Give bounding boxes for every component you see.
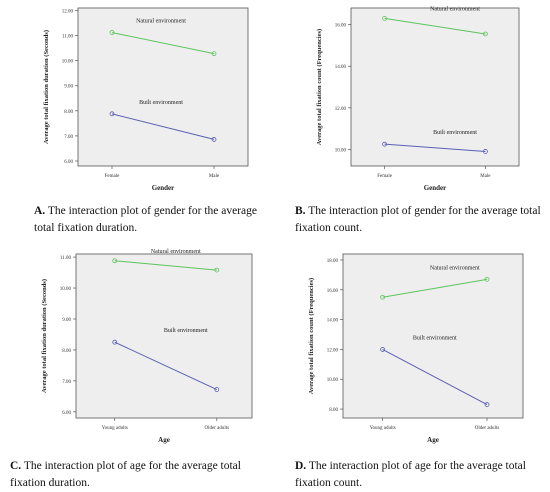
- data-point-b-1: [482, 149, 488, 154]
- y-tick-label-a: 7.00: [64, 135, 73, 140]
- x-tick-label-d: Young adults: [369, 426, 395, 431]
- chart-c: 11.00 10.00 9.00 8.00 7.00 6.00 Young adults Ol…: [41, 249, 253, 444]
- caption-text-b: The interaction plot of gender for the a…: [295, 205, 541, 234]
- series-line-b-1: [384, 143, 486, 152]
- y-tick-label-c: 8.00: [62, 349, 71, 354]
- data-point-a-1: [109, 111, 115, 117]
- data-point-b-1: [382, 141, 387, 147]
- data-point-a-0: [211, 51, 217, 57]
- y-axis-label-d: Average total fixation count (Frequencie…: [308, 278, 315, 394]
- y-tick-label-b: 12.00: [335, 107, 347, 112]
- x-tick-label-c: Older adults: [205, 426, 230, 431]
- series-line-b-0: [384, 17, 486, 35]
- y-tick-label-c: 9.00: [62, 318, 71, 323]
- plot-area-a: [77, 7, 249, 167]
- caption-letter-c: C.: [10, 460, 22, 472]
- y-tick-label-a: 8.00: [64, 110, 73, 115]
- data-point-c-1: [112, 339, 118, 345]
- caption-b: B. The interaction plot of gender for th…: [295, 203, 545, 237]
- series-label-a-0: Natural environment: [136, 19, 186, 25]
- y-tick-label-b: 16.00: [335, 24, 347, 29]
- y-axis-label-c: Average total fixation duration (Seconds…: [41, 279, 48, 393]
- y-tick-label-a: 10.00: [62, 60, 74, 65]
- chart-panel-a: 12.00 11.00 10.00 9.00 8.00 7.00 6.00 Female Mal…: [0, 0, 270, 245]
- plot-area-c: [75, 253, 253, 419]
- y-tick-label-b: 14.00: [335, 65, 347, 70]
- data-point-c-0: [112, 258, 118, 264]
- caption-letter-a: A.: [34, 205, 46, 217]
- y-tick-label-a: 12.00: [62, 10, 74, 15]
- chart-a: 12.00 11.00 10.00 9.00 8.00 7.00 6.00 Female Mal…: [43, 7, 249, 192]
- y-tick-label-c: 7.00: [62, 380, 71, 385]
- y-axis-label-a: Average total fixation duration (Seconds…: [43, 30, 50, 144]
- x-tick-label-a: Male: [209, 174, 220, 179]
- data-point-d-0: [484, 276, 490, 282]
- data-point-d-1: [380, 347, 385, 352]
- series-line-c-0: [114, 260, 217, 271]
- y-tick-label-c: 11.00: [60, 256, 72, 261]
- data-point-c-0: [214, 267, 220, 273]
- x-tick-label-d: Older adults: [475, 426, 500, 431]
- series-line-d-0: [382, 278, 488, 298]
- data-point-d-0: [380, 294, 385, 300]
- series-label-c-0: Natural environment: [151, 249, 201, 255]
- series-label-c-1: Built environment: [164, 328, 208, 334]
- x-axis-label-a: Gender: [152, 184, 175, 192]
- data-point-d-1: [484, 402, 490, 407]
- x-tick-label-b: Male: [480, 174, 491, 179]
- series-label-b-1: Built environment: [433, 130, 477, 136]
- y-tick-label-a: 9.00: [64, 85, 73, 90]
- y-tick-label-d: 18.00: [327, 259, 339, 264]
- plot-area-d: [342, 253, 524, 419]
- caption-letter-b: B.: [295, 205, 306, 217]
- data-point-c-1: [214, 387, 220, 392]
- chart-b: 16.00 14.00 12.00 10.00 Female Male Gender Aver…: [316, 6, 520, 192]
- y-tick-label-a: 11.00: [62, 35, 74, 40]
- x-tick-label-a: Female: [105, 174, 120, 179]
- series-label-a-1: Built environment: [139, 100, 183, 106]
- caption-text-a: The interaction plot of gender for the a…: [34, 205, 257, 234]
- caption-a: A. The interaction plot of gender for th…: [34, 203, 264, 237]
- y-tick-label-d: 14.00: [327, 319, 339, 324]
- series-label-d-1: Built environment: [413, 335, 457, 341]
- chart-panel-c: 11.00 10.00 9.00 8.00 7.00 6.00 Young adults Ol…: [0, 248, 275, 491]
- y-tick-label-d: 10.00: [327, 378, 339, 383]
- caption-text-c: The interaction plot of age for the aver…: [10, 460, 241, 489]
- y-tick-label-a: 6.00: [64, 160, 73, 165]
- series-line-d-1: [382, 348, 488, 406]
- y-tick-label-c: 6.00: [62, 411, 71, 416]
- chart-d: 18.00 16.00 14.00 12.00 10.00 8.00 Young adult…: [308, 253, 524, 444]
- chart-panel-b: 16.00 14.00 12.00 10.00 Female Male Gender Aver…: [275, 0, 550, 245]
- x-axis-label-d: Age: [427, 436, 439, 444]
- data-point-a-0: [109, 30, 115, 35]
- chart-panel-d: 18.00 16.00 14.00 12.00 10.00 8.00 Young adult…: [275, 248, 550, 491]
- series-label-b-0: Natural environment: [430, 6, 480, 12]
- y-tick-label-d: 8.00: [329, 408, 338, 413]
- y-axis-label-b: Average total fixation count (Frequencie…: [316, 29, 323, 145]
- data-point-b-0: [482, 31, 488, 37]
- series-line-c-1: [114, 341, 218, 390]
- x-tick-label-b: Female: [377, 174, 392, 179]
- plot-area-b: [350, 7, 520, 167]
- x-axis-label-b: Gender: [424, 184, 447, 192]
- series-line-a-0: [111, 32, 215, 55]
- data-point-a-1: [211, 137, 217, 142]
- caption-letter-d: D.: [295, 460, 307, 472]
- caption-text-d: The interaction plot of age for the aver…: [295, 460, 526, 489]
- x-axis-label-c: Age: [158, 436, 170, 444]
- caption-c: C. The interaction plot of age for the a…: [10, 458, 272, 492]
- series-line-a-1: [111, 113, 215, 140]
- y-tick-label-c: 10.00: [60, 287, 72, 292]
- caption-d: D. The interaction plot of age for the a…: [295, 458, 545, 492]
- y-tick-label-d: 16.00: [327, 289, 339, 294]
- y-tick-label-d: 12.00: [327, 348, 339, 353]
- x-tick-label-c: Young adults: [102, 426, 128, 431]
- y-tick-label-b: 10.00: [335, 148, 347, 153]
- series-label-d-0: Natural environment: [430, 265, 480, 271]
- data-point-b-0: [382, 15, 387, 21]
